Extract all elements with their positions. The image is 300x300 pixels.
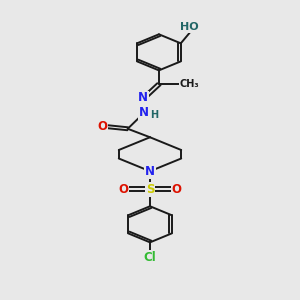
Text: Cl: Cl	[144, 251, 156, 264]
Text: O: O	[98, 120, 107, 133]
Text: N: N	[145, 165, 155, 178]
Text: H: H	[150, 110, 158, 120]
Text: CH₃: CH₃	[180, 79, 199, 89]
Text: HO: HO	[180, 22, 199, 32]
Text: N: N	[139, 106, 149, 119]
Text: O: O	[118, 183, 128, 196]
Text: N: N	[138, 92, 148, 104]
Text: O: O	[172, 183, 182, 196]
Text: S: S	[146, 183, 154, 196]
